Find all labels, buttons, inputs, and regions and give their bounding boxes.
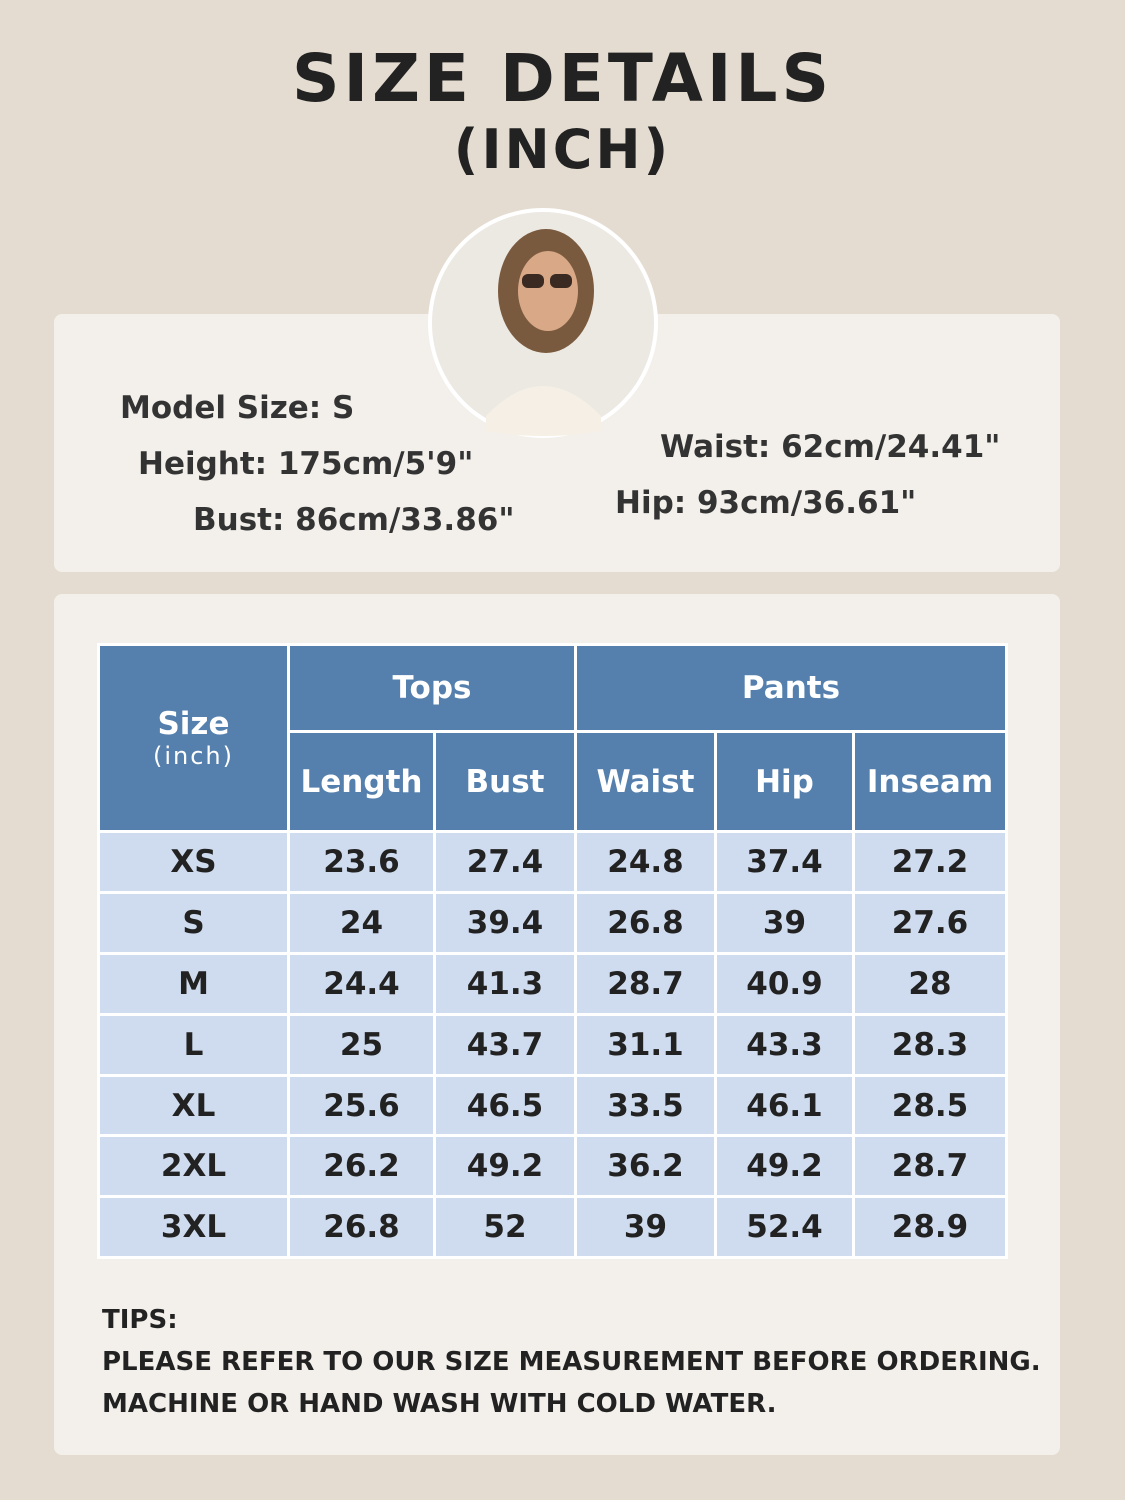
value-cell: 25.6 <box>287 1073 436 1138</box>
model-hip: Hip: 93cm/36.61" <box>615 485 917 521</box>
value-cell: 43.7 <box>433 1012 577 1077</box>
value-cell: 52.4 <box>714 1195 855 1260</box>
value-cell: 46.1 <box>714 1073 855 1138</box>
size-cell: 2XL <box>97 1134 290 1199</box>
value-cell: 39.4 <box>433 890 577 955</box>
column-header: Length <box>287 730 436 833</box>
value-cell: 37.4 <box>714 830 855 894</box>
value-cell: 49.2 <box>714 1134 855 1199</box>
column-header: Hip <box>714 730 855 833</box>
value-cell: 28.3 <box>852 1012 1008 1077</box>
value-cell: 28.5 <box>852 1073 1008 1138</box>
size-table: Size (inch) Tops Pants Length Bust Waist Hip Ins… <box>97 643 1008 1260</box>
size-cell: 3XL <box>97 1195 290 1260</box>
value-cell: 24.4 <box>287 951 436 1016</box>
size-unit: (inch) <box>152 742 234 770</box>
value-cell: 24 <box>287 890 436 955</box>
value-cell: 40.9 <box>714 951 855 1016</box>
size-cell: XL <box>97 1073 290 1138</box>
model-bust: Bust: 86cm/33.86" <box>193 502 515 538</box>
value-cell: 26.8 <box>574 890 717 955</box>
size-cell: M <box>97 951 290 1016</box>
value-cell: 43.3 <box>714 1012 855 1077</box>
value-cell: 26.8 <box>287 1195 436 1260</box>
value-cell: 28.7 <box>852 1134 1008 1199</box>
group-header: Pants <box>574 643 1008 733</box>
column-header: Bust <box>433 730 577 833</box>
size-label: Size <box>157 706 230 742</box>
value-cell: 41.3 <box>433 951 577 1016</box>
value-cell: 36.2 <box>574 1134 717 1199</box>
model-photo <box>428 208 658 438</box>
value-cell: 27.4 <box>433 830 577 894</box>
value-cell: 28.9 <box>852 1195 1008 1260</box>
value-cell: 28.7 <box>574 951 717 1016</box>
subtitle: (INCH) <box>453 118 672 181</box>
value-cell: 31.1 <box>574 1012 717 1077</box>
column-header: Inseam <box>852 730 1008 833</box>
tip-line: MACHINE OR HAND WASH WITH COLD WATER. <box>102 1389 777 1419</box>
model-waist: Waist: 62cm/24.41" <box>660 429 1001 465</box>
size-cell: XS <box>97 830 290 894</box>
value-cell: 46.5 <box>433 1073 577 1138</box>
column-header: Waist <box>574 730 717 833</box>
value-cell: 24.8 <box>574 830 717 894</box>
value-cell: 27.6 <box>852 890 1008 955</box>
size-cell: L <box>97 1012 290 1077</box>
group-header: Tops <box>287 643 577 733</box>
value-cell: 39 <box>714 890 855 955</box>
value-cell: 39 <box>574 1195 717 1260</box>
tip-line: PLEASE REFER TO OUR SIZE MEASUREMENT BEF… <box>102 1347 1041 1377</box>
value-cell: 23.6 <box>287 830 436 894</box>
model-height: Height: 175cm/5'9" <box>138 446 474 482</box>
value-cell: 25 <box>287 1012 436 1077</box>
value-cell: 52 <box>433 1195 577 1260</box>
model-size: Model Size: S <box>120 390 355 426</box>
size-header: Size (inch) <box>97 643 290 833</box>
size-cell: S <box>97 890 290 955</box>
value-cell: 49.2 <box>433 1134 577 1199</box>
value-cell: 27.2 <box>852 830 1008 894</box>
value-cell: 26.2 <box>287 1134 436 1199</box>
value-cell: 28 <box>852 951 1008 1016</box>
title: SIZE DETAILS <box>291 40 833 117</box>
value-cell: 33.5 <box>574 1073 717 1138</box>
tips-label: TIPS: <box>102 1305 178 1335</box>
